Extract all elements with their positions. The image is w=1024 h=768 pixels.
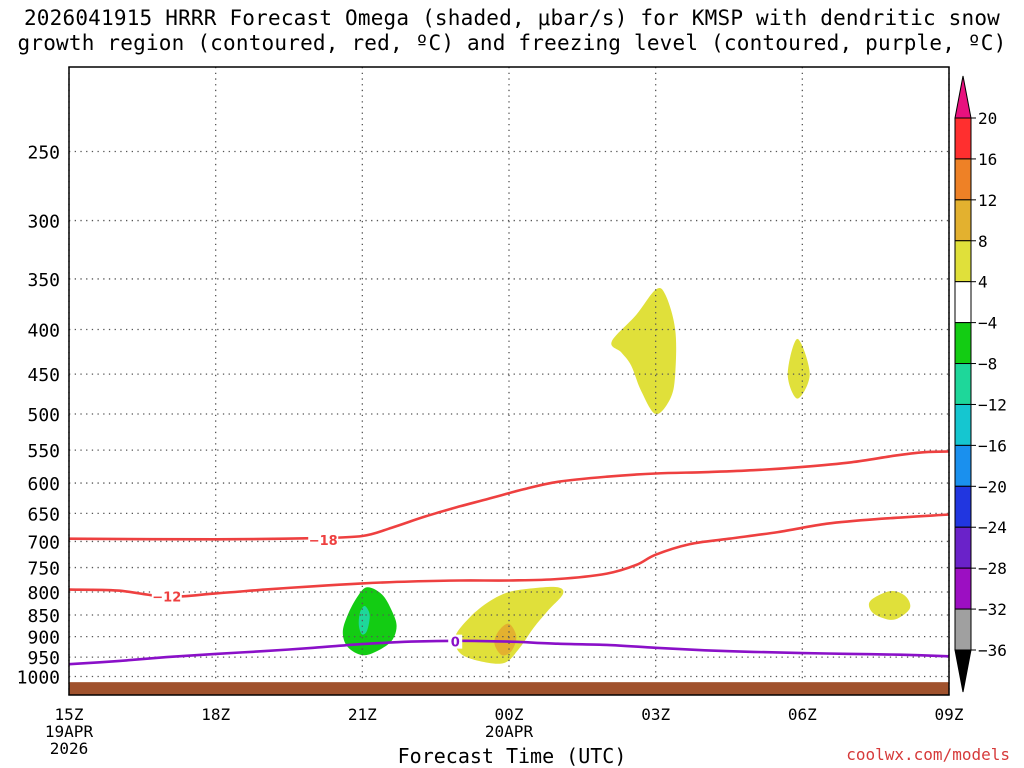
time-label-00Z: 00Z — [495, 705, 524, 724]
pressure-label-850: 850 — [27, 606, 60, 627]
colorbar-label-5: −4 — [978, 314, 997, 333]
x-axis-title: Forecast Time (UTC) — [397, 744, 627, 768]
colorbar-label-1: 16 — [978, 150, 997, 169]
colorbar-label-12: −32 — [978, 600, 1007, 619]
yellow-small-0700z — [868, 590, 911, 620]
time-label-18Z: 18Z — [201, 705, 230, 724]
time-label-09Z: 09Z — [935, 705, 964, 724]
colorbar-swatch-1 — [954, 158, 972, 201]
colorbar-top-arrow — [954, 75, 972, 119]
contour-label-bg-minus-12 — [151, 589, 182, 604]
pressure-label-450: 450 — [27, 365, 60, 386]
title-line-2: growth region (contoured, red, ºC) and f… — [17, 31, 1007, 55]
pressure-label-650: 650 — [27, 504, 60, 525]
pressure-label-250: 250 — [27, 143, 60, 164]
pressure-label-400: 400 — [27, 321, 60, 342]
colorbar-label-10: −24 — [978, 518, 1007, 537]
contour-label-bg-freezing-0 — [448, 634, 463, 649]
date-label-2026: 2026 — [50, 739, 89, 758]
green-blob-2100z — [342, 587, 397, 656]
colorbar-swatch-9 — [954, 485, 972, 528]
contour-label-minus-18: −18 — [309, 534, 338, 549]
plot-frame — [68, 66, 950, 696]
temperature-contours: −18 −12 0 — [68, 450, 950, 666]
title-line-1: 2026041915 HRRR Forecast Omega (shaded, … — [23, 6, 1001, 30]
contour-freezing-0 — [68, 639, 950, 666]
pressure-label-350: 350 — [27, 270, 60, 291]
yellow-small-0500z — [787, 338, 810, 399]
colorbar-swatch-8 — [954, 444, 972, 487]
colorbar-label-7: −12 — [978, 395, 1007, 414]
omega-shading — [342, 287, 911, 664]
pressure-label-900: 900 — [27, 628, 60, 649]
colorbar-swatch-3 — [954, 240, 972, 283]
colorbar-swatch-0 — [954, 117, 972, 160]
colorbar-swatch-6 — [954, 363, 972, 405]
pressure-label-600: 600 — [27, 474, 60, 495]
date-label-19APR: 19APR — [45, 722, 94, 741]
colorbar-swatch-11 — [954, 567, 972, 610]
pressure-label-1000: 1000 — [17, 668, 60, 689]
pressure-label-750: 750 — [27, 559, 60, 580]
colorbar-swatch-7 — [954, 403, 972, 446]
pressure-label-500: 500 — [27, 405, 60, 426]
colorbar-swatch-5 — [954, 322, 972, 365]
contour-label-minus-12: −12 — [152, 591, 181, 606]
contour-minus-12 — [68, 513, 950, 599]
contour-label-bg-minus-18 — [308, 532, 339, 547]
ground-surface — [69, 682, 949, 695]
cyan-core-2100z — [358, 605, 370, 635]
colorbar-label-4: 4 — [978, 273, 988, 292]
colorbar-label-8: −16 — [978, 436, 1007, 455]
colorbar-label-0: 20 — [978, 109, 997, 128]
pressure-axis-labels: 2503003504004505005506006507007508008509… — [17, 143, 60, 689]
orange-core-0000z — [494, 623, 517, 656]
pressure-label-700: 700 — [27, 532, 60, 553]
pressure-label-950: 950 — [27, 648, 60, 669]
chart-title: 2026041915 HRRR Forecast Omega (shaded, … — [0, 6, 1024, 56]
colorbar-swatch-10 — [954, 526, 972, 569]
yellow-blob-0300z — [611, 287, 677, 415]
pressure-label-550: 550 — [27, 441, 60, 462]
colorbar-label-11: −28 — [978, 559, 1007, 578]
colorbar: 20 16 12 8 4 −4 −8 −12 −16 −20 −24 −28 −32 −36 — [954, 75, 1007, 693]
colorbar-label-3: 8 — [978, 232, 988, 251]
source-credit: coolwx.com/models — [846, 745, 1010, 764]
colorbar-label-9: −20 — [978, 477, 1007, 496]
pressure-label-300: 300 — [27, 212, 60, 233]
colorbar-label-13: −36 — [978, 641, 1007, 660]
date-label-20APR: 20APR — [485, 722, 534, 741]
contour-label-freezing-0: 0 — [451, 636, 460, 651]
time-label-06Z: 06Z — [788, 705, 817, 724]
time-label-03Z: 03Z — [641, 705, 670, 724]
colorbar-swatch-2 — [954, 199, 972, 242]
colorbar-label-2: 12 — [978, 191, 997, 210]
grid-lines — [68, 67, 950, 695]
time-label-15Z: 15Z — [55, 705, 84, 724]
time-label-21Z: 21Z — [348, 705, 377, 724]
colorbar-bottom-arrow — [954, 649, 972, 693]
colorbar-swatch-4 — [954, 281, 972, 324]
pressure-label-800: 800 — [27, 583, 60, 604]
colorbar-label-6: −8 — [978, 355, 997, 374]
colorbar-swatch-12 — [954, 608, 972, 651]
